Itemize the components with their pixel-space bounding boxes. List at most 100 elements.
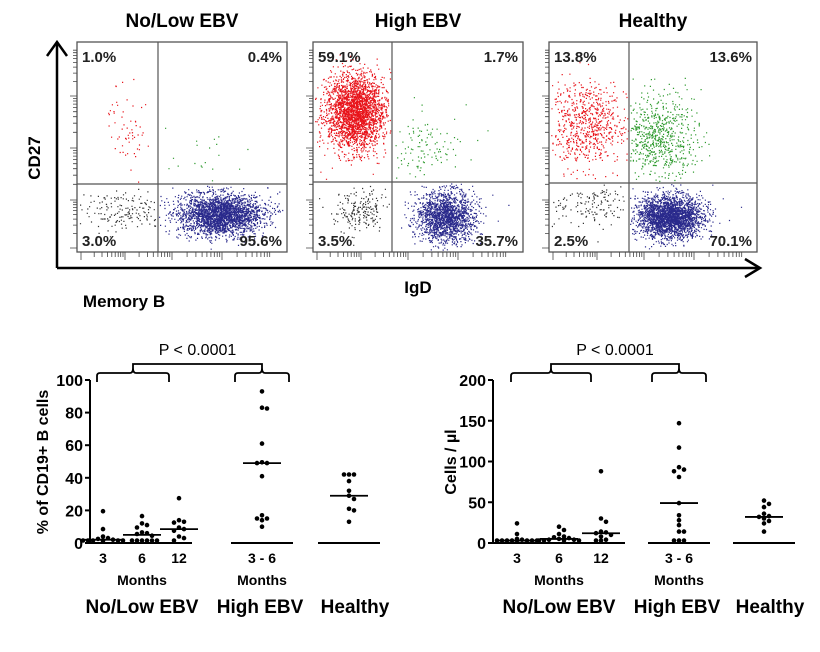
population-dots — [108, 78, 149, 183]
data-point — [259, 524, 265, 529]
y-axis-label: % of CD19+ B cells — [35, 390, 52, 535]
data-point — [351, 472, 357, 477]
y-tick-label: 60 — [65, 438, 83, 455]
data-point — [598, 538, 604, 543]
data-point — [341, 472, 347, 477]
group-label-1: High EBV — [634, 597, 721, 618]
data-point — [761, 521, 767, 526]
panel-frame — [548, 41, 758, 253]
flow-panel-1: 59.1% 1.7% 3.5% 35.7% — [306, 41, 524, 260]
data-point — [676, 420, 682, 426]
quadrant-label-lower-right: 70.1% — [709, 233, 752, 250]
population-upper-left — [551, 62, 630, 180]
data-point — [139, 521, 145, 526]
population-dots — [79, 188, 157, 238]
months-label-no-low-ebv: Months — [534, 572, 584, 588]
x-tick-label: 6 — [138, 550, 146, 566]
data-point — [761, 504, 767, 510]
log-axis-ticks — [70, 49, 271, 260]
data-point — [129, 538, 135, 543]
dot-plot-cells: 0 50 100 150 200 Cells / µl 3 6 12 3 - 6 Months Mon… — [443, 342, 805, 618]
data-point — [556, 531, 562, 537]
group-1: 6 — [536, 524, 582, 566]
data-point — [598, 516, 604, 521]
group-2: 12 — [160, 495, 198, 566]
panel-frame — [76, 41, 288, 253]
data-point — [134, 538, 140, 543]
data-point — [766, 501, 772, 507]
data-point — [676, 538, 682, 543]
group-3: 3 - 6 — [660, 420, 698, 566]
panel-title-no-low-ebv: No/Low EBV — [126, 11, 239, 32]
x-tick-label: 3 — [513, 550, 521, 566]
data-point — [351, 496, 357, 502]
bracket-comparison — [132, 363, 263, 368]
quadrant-label-lower-left: 2.5% — [554, 233, 588, 250]
data-point — [144, 522, 150, 528]
data-point — [676, 445, 682, 450]
population-dots — [551, 62, 630, 180]
months-label-no-low-ebv: Months — [117, 572, 167, 588]
quadrant-label-lower-left: 3.5% — [318, 233, 352, 250]
quadrant-label-lower-right: 95.6% — [239, 233, 282, 250]
data-point — [176, 517, 182, 523]
data-point — [681, 467, 687, 472]
dot-plot-percent: 0 20 40 60 80 100% of CD19+ B cells 3 6 12 3 - 6 M… — [35, 342, 390, 618]
group-label-0: No/Low EBV — [503, 597, 616, 618]
data-point — [761, 529, 767, 534]
quadrant-label-upper-left: 59.1% — [318, 49, 361, 66]
y-tick-label: 100 — [459, 455, 486, 472]
y-tick-label: 40 — [65, 471, 83, 488]
data-point — [676, 517, 682, 523]
population-lower-right — [630, 184, 743, 250]
x-tick-label: 6 — [555, 550, 563, 566]
panel-title-high-ebv: High EBV — [375, 11, 462, 32]
population-lower-right — [159, 185, 284, 250]
y-tick-label: 80 — [65, 406, 83, 423]
data-point — [561, 534, 567, 539]
group-2: 12 — [582, 469, 620, 566]
bracket-no-low-ebv — [510, 367, 592, 382]
data-point — [346, 472, 352, 477]
quadrant-label-lower-left: 3.0% — [82, 233, 116, 250]
data-point — [346, 506, 352, 512]
population-dots — [165, 127, 249, 182]
population-upper-right — [630, 77, 711, 182]
data-point — [259, 513, 265, 518]
data-point — [259, 517, 265, 523]
flow-panel-2: 13.8% 13.6% 2.5% 70.1% — [542, 41, 758, 260]
population-dots — [630, 77, 711, 182]
data-point — [598, 534, 604, 539]
population-upper-left — [315, 54, 392, 180]
y-axis-label-cd27: CD27 — [25, 136, 44, 179]
data-point — [671, 538, 677, 543]
data-point — [154, 538, 160, 543]
months-label-high-ebv: Months — [237, 572, 287, 588]
data-point — [100, 526, 106, 532]
data-point — [100, 508, 106, 514]
flow-cytometry-panels: No/Low EBV High EBV Healthy CD27 IgD 1.0… — [25, 11, 763, 297]
y-axis-arrowhead-icon — [45, 39, 69, 57]
quadrant-label-upper-left: 1.0% — [82, 49, 116, 66]
x-axis-arrowhead-icon — [744, 257, 763, 279]
bracket-high-ebv — [651, 367, 707, 382]
group-0: 3 — [494, 521, 540, 566]
data-point — [259, 389, 265, 394]
y-tick-label: 0 — [74, 536, 83, 553]
data-point — [681, 538, 687, 543]
data-point — [346, 478, 352, 484]
population-dots — [395, 97, 489, 179]
log-axis-ticks — [542, 49, 743, 260]
quadrant-label-upper-right: 13.6% — [709, 49, 752, 66]
months-label-high-ebv: Months — [654, 572, 704, 588]
x-tick-label: 3 — [99, 550, 107, 566]
data-point — [171, 520, 177, 525]
y-tick-label: 20 — [65, 503, 83, 520]
data-point — [149, 538, 155, 543]
data-point — [603, 519, 609, 525]
quadrant-label-upper-right: 0.4% — [248, 49, 282, 66]
log-axis-ticks — [306, 49, 507, 260]
population-lower-left — [79, 188, 157, 238]
data-point — [144, 538, 150, 543]
